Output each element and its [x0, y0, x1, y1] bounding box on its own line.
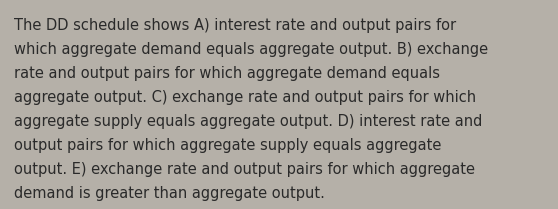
Text: aggregate output. C) exchange rate and output pairs for which: aggregate output. C) exchange rate and o…	[14, 90, 476, 105]
Text: aggregate supply equals aggregate output. D) interest rate and: aggregate supply equals aggregate output…	[14, 114, 482, 129]
Text: output. E) exchange rate and output pairs for which aggregate: output. E) exchange rate and output pair…	[14, 162, 475, 177]
Text: output pairs for which aggregate supply equals aggregate: output pairs for which aggregate supply …	[14, 138, 441, 153]
Text: rate and output pairs for which aggregate demand equals: rate and output pairs for which aggregat…	[14, 66, 440, 81]
Text: The DD schedule shows A) interest rate and output pairs for: The DD schedule shows A) interest rate a…	[14, 18, 456, 33]
Text: which aggregate demand equals aggregate output. B) exchange: which aggregate demand equals aggregate …	[14, 42, 488, 57]
Text: demand is greater than aggregate output.: demand is greater than aggregate output.	[14, 186, 325, 201]
